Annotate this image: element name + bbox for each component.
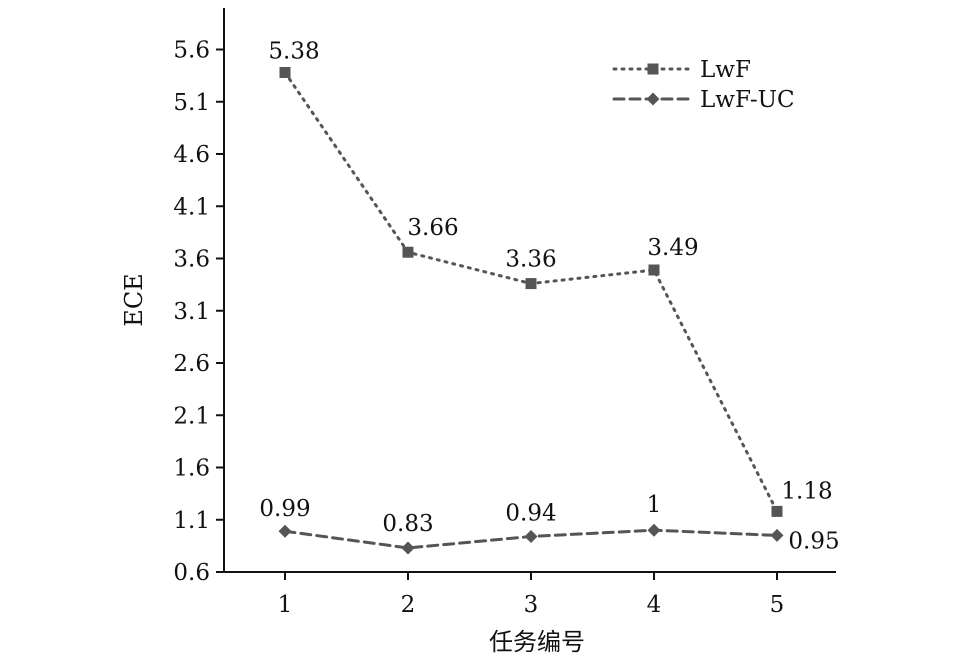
x-tick-label: 4 bbox=[647, 592, 662, 618]
y-tick-label: 0.6 bbox=[173, 560, 210, 586]
data-point-marker bbox=[771, 505, 783, 517]
data-point-marker bbox=[401, 541, 415, 555]
y-tick-label: 5.6 bbox=[173, 38, 210, 64]
y-tick-label: 3.6 bbox=[173, 247, 210, 273]
data-label: 5.38 bbox=[268, 38, 319, 64]
y-tick-label: 3.1 bbox=[173, 299, 210, 325]
y-tick-label: 1.1 bbox=[173, 508, 210, 534]
legend-label: LwF-UC bbox=[700, 87, 795, 113]
data-point-marker bbox=[279, 66, 291, 78]
x-tick-label: 3 bbox=[524, 592, 539, 618]
data-label: 3.36 bbox=[505, 247, 556, 273]
x-tick-label: 5 bbox=[770, 592, 785, 618]
y-tick-label: 2.1 bbox=[173, 403, 210, 429]
y-tick-label: 5.1 bbox=[173, 90, 210, 116]
data-point-marker bbox=[525, 278, 537, 290]
legend-marker bbox=[646, 92, 660, 106]
series-group bbox=[278, 66, 784, 555]
data-label: 3.66 bbox=[407, 215, 458, 241]
data-point-marker bbox=[278, 524, 292, 538]
x-axis-title: 任务编号 bbox=[489, 628, 585, 656]
x-tick-label: 1 bbox=[278, 592, 293, 618]
series-line-lwf bbox=[283, 70, 779, 513]
data-label: 0.95 bbox=[788, 528, 839, 554]
axis-ticks: 0.6 1.1 1.6 2.1 2.6 3.1 3.6 4.1 4.6 5.1 5.6 1 2 3 4 5 bbox=[173, 38, 784, 619]
y-tick-label: 4.6 bbox=[173, 142, 210, 168]
data-label: 3.49 bbox=[647, 235, 698, 261]
legend-label: LwF bbox=[700, 57, 751, 83]
data-point-marker bbox=[770, 528, 784, 542]
data-point-marker bbox=[402, 246, 414, 258]
x-tick-label: 2 bbox=[401, 592, 416, 618]
data-label: 0.83 bbox=[382, 511, 433, 537]
y-axis-title: ECE bbox=[120, 273, 148, 326]
data-label: 1 bbox=[647, 492, 662, 518]
data-label: 0.99 bbox=[259, 496, 310, 522]
y-tick-label: 1.6 bbox=[173, 456, 210, 482]
data-labels: 5.38 3.66 3.36 3.49 1.18 0.99 0.83 0.94 1 0.95 bbox=[259, 38, 839, 554]
legend: LwF LwF-UC bbox=[612, 57, 795, 113]
data-point-marker bbox=[647, 523, 661, 537]
legend-marker bbox=[647, 63, 659, 75]
data-label: 1.18 bbox=[781, 478, 832, 504]
y-tick-label: 4.1 bbox=[173, 194, 210, 220]
y-tick-label: 2.6 bbox=[173, 351, 210, 377]
data-point-marker bbox=[648, 264, 660, 276]
data-label: 0.94 bbox=[505, 500, 556, 526]
data-point-marker bbox=[524, 529, 538, 543]
